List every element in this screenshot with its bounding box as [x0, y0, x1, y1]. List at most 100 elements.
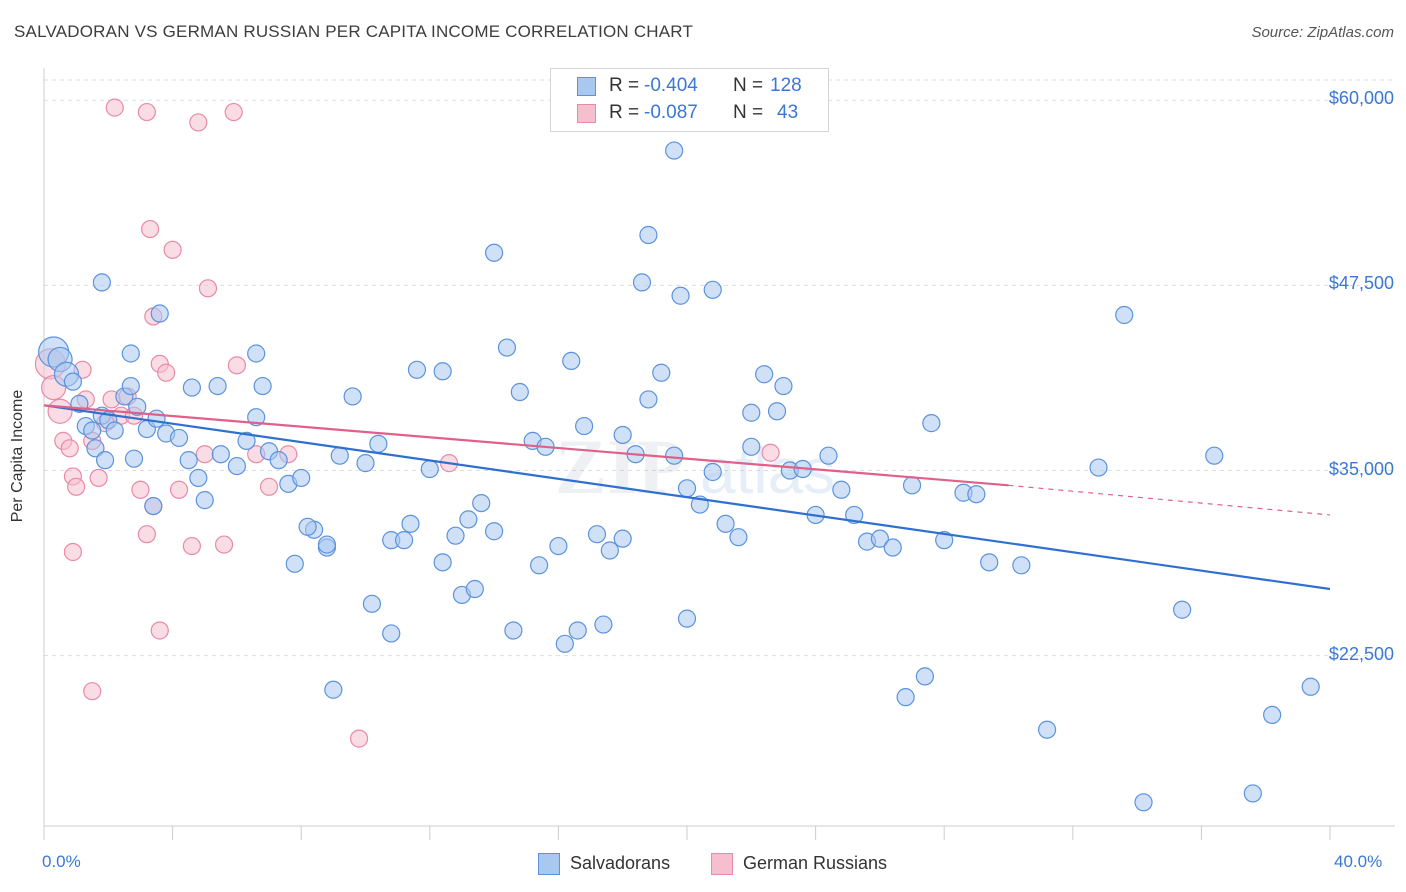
salvadoran-point — [95, 451, 115, 470]
salvadoran-point — [530, 556, 549, 575]
salvadoran-point — [497, 338, 517, 357]
salvadoran-point — [870, 529, 890, 548]
salvadoran-point — [703, 280, 722, 299]
salvadoran-point — [433, 553, 452, 572]
legend-swatch-pink — [577, 104, 596, 123]
salvadoran-point — [83, 421, 102, 440]
german-russian-point — [761, 443, 780, 462]
salvadoran-point — [285, 554, 304, 573]
y-tick-label: $60,000 — [1328, 88, 1394, 109]
legend-n-value: 128 — [770, 75, 802, 96]
german-russian-point — [189, 113, 208, 132]
german-russians-label: German Russians — [743, 853, 888, 873]
salvadoran-point — [665, 141, 684, 160]
salvadoran-point — [677, 609, 697, 628]
salvadoran-point — [729, 528, 748, 547]
salvadoran-point — [292, 468, 311, 488]
salvadoran-point — [742, 437, 761, 456]
salvadoran-point — [755, 365, 774, 384]
legend-r-value: -0.404 — [644, 75, 698, 96]
zipatlas-watermark: ZIP atlas — [555, 423, 835, 510]
salvadoran-point — [1089, 458, 1108, 477]
legend-n-label: N = — [733, 75, 769, 96]
salvadoran-point — [1301, 677, 1320, 696]
german-russian-point — [89, 468, 108, 488]
salvadoran-point — [819, 446, 838, 465]
salvadoran-point — [105, 421, 124, 440]
salvadoran-point — [510, 382, 529, 402]
salvadoran-point — [485, 243, 504, 262]
axes — [43, 68, 1395, 840]
salvadoran-point — [967, 485, 986, 504]
german-russian-point — [83, 682, 102, 701]
salvadoran-point — [594, 615, 613, 634]
chart-title: SALVADORAN VS GERMAN RUSSIAN PER CAPITA … — [14, 22, 694, 41]
salvadoran-point — [298, 517, 317, 536]
y-tick-label: $22,500 — [1328, 643, 1394, 664]
salvadoran-point — [1243, 784, 1262, 803]
german-russian-point — [140, 219, 160, 239]
legend-row-salvadorans: R = -0.404 N = 128 — [551, 73, 828, 101]
x-tick-label-min: 0.0% — [42, 852, 81, 871]
salvadoran-point — [671, 286, 690, 305]
salvadoran-point — [147, 409, 166, 428]
german-russian-point — [60, 439, 79, 458]
salvadoran-point — [1037, 720, 1057, 739]
german-russian-point — [349, 729, 369, 748]
salvadoran-point — [92, 273, 111, 292]
salvadoran-point — [915, 667, 935, 686]
salvadoran-point — [1012, 556, 1031, 575]
salvadoran-point — [324, 680, 343, 699]
salvadoran-point — [121, 376, 140, 396]
salvadorans-swatch — [538, 853, 560, 875]
salvadoran-point — [253, 376, 272, 396]
salvadoran-point — [382, 624, 401, 643]
salvadoran-point — [369, 434, 388, 453]
salvadoran-point — [587, 525, 607, 544]
salvadoran-point — [86, 439, 105, 458]
salvadoran-point — [189, 468, 208, 488]
stats-legend: R = -0.404 N = 128 R = -0.087 N = 43 — [550, 68, 829, 132]
salvadoran-point — [600, 541, 619, 560]
salvadoran-point — [774, 376, 793, 396]
salvadoran-point — [716, 514, 735, 533]
salvadoran-point — [121, 344, 140, 363]
salvadoran-point — [555, 634, 574, 653]
salvadoran-point — [632, 273, 652, 292]
y-tick-label: $47,500 — [1328, 273, 1394, 294]
salvadoran-point — [472, 494, 491, 513]
german-russian-point — [169, 480, 189, 499]
salvadoran-point — [63, 372, 83, 391]
salvadoran-point — [433, 362, 452, 381]
salvadoran-point — [665, 446, 684, 465]
german-russian-point — [47, 398, 73, 424]
salvadoran-point — [459, 510, 478, 529]
salvadoran-point — [144, 496, 163, 516]
salvadoran-point — [195, 491, 214, 510]
salvadoran-point — [356, 454, 375, 473]
salvadoran-point — [485, 522, 504, 541]
german-russian-point — [214, 535, 234, 554]
salvadoran-point — [227, 456, 246, 476]
german-russian-point — [137, 525, 156, 544]
salvadoran-point — [896, 688, 915, 707]
salvadoran-point — [980, 553, 999, 572]
german-russian-point — [227, 356, 246, 375]
salvadoran-point — [394, 531, 414, 550]
salvadoran-point — [211, 445, 230, 464]
legend-r-label: R = — [609, 102, 645, 123]
german-russian-point — [67, 477, 86, 496]
salvadoran-point — [1115, 305, 1134, 325]
german-russian-point — [63, 542, 83, 562]
salvadoran-point — [150, 304, 169, 323]
salvadoran-point — [652, 363, 671, 382]
legend-r-value: -0.087 — [644, 102, 698, 123]
salvadoran-point — [742, 403, 761, 422]
y-tick-label: $35,000 — [1328, 458, 1394, 479]
salvadoran-point — [169, 428, 189, 448]
german-russian-point — [105, 98, 124, 117]
salvadoran-point — [247, 408, 266, 427]
salvadoran-point — [407, 360, 427, 379]
salvadoran-point — [832, 480, 851, 499]
salvadorans-label: Salvadorans — [570, 853, 671, 873]
